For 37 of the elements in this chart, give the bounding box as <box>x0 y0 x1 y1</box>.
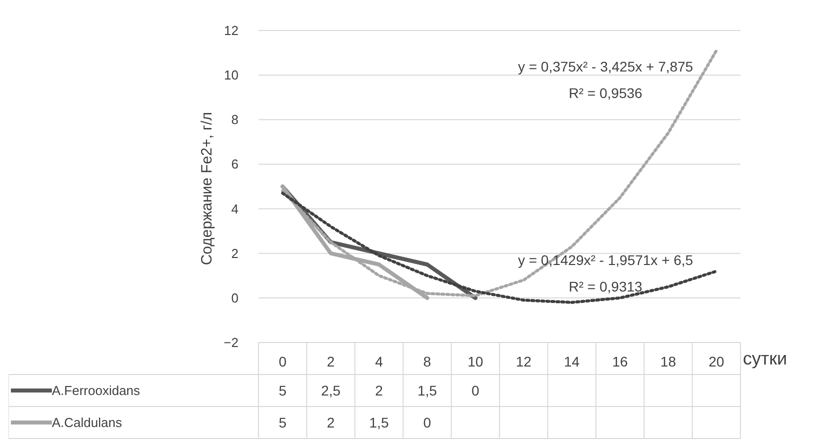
y-tick-label: 12 <box>224 23 239 38</box>
annotation: R² = 0,9313 <box>568 278 643 294</box>
y-tick-label: 8 <box>231 112 239 128</box>
x-tick-label: 10 <box>468 354 484 370</box>
y-tick-label: 6 <box>231 156 239 172</box>
y-tick-label: 2 <box>231 246 239 261</box>
x-tick-label: 16 <box>612 354 628 370</box>
data-label: 1,5 <box>369 414 389 430</box>
data-label: 2 <box>375 382 384 398</box>
y-axis-title: Содержание Fe2+, г/л <box>198 112 216 266</box>
x-tick-label: 8 <box>423 354 432 370</box>
y-tick-label: 10 <box>224 68 239 83</box>
data-label: 5 <box>278 382 287 398</box>
x-tick-label: 20 <box>708 354 724 370</box>
x-tick-label: 14 <box>564 354 580 370</box>
annotation: y = 0,375x² - 3,425x + 7,875 <box>518 58 694 74</box>
data-label: 0 <box>423 414 432 430</box>
legend-label: A.Ferrooxidans <box>52 383 141 398</box>
y-tick-label: 4 <box>231 201 239 216</box>
data-label: 5 <box>278 414 287 430</box>
data-label: 0 <box>472 382 480 398</box>
annotation: R² = 0,9536 <box>568 84 643 101</box>
y-tick-label: −2 <box>224 335 239 350</box>
line-series <box>281 49 718 298</box>
line-series <box>281 192 718 304</box>
x-tick-label: 2 <box>326 354 335 370</box>
legend-label: A.Caldulans <box>52 415 122 430</box>
data-label: 2 <box>326 414 335 430</box>
x-tick-label: 12 <box>516 354 532 370</box>
x-tick-label: 18 <box>660 354 676 370</box>
y-tick-label: 0 <box>231 290 239 306</box>
x-tick-label: 4 <box>375 354 384 370</box>
data-label: 2,5 <box>321 382 341 398</box>
annotation: y = 0,1429x² - 1,9571x + 6,5 <box>518 252 694 268</box>
data-label: 1,5 <box>417 382 438 398</box>
x-axis-title: сутки <box>742 348 788 368</box>
x-tick-label: 0 <box>278 354 287 370</box>
